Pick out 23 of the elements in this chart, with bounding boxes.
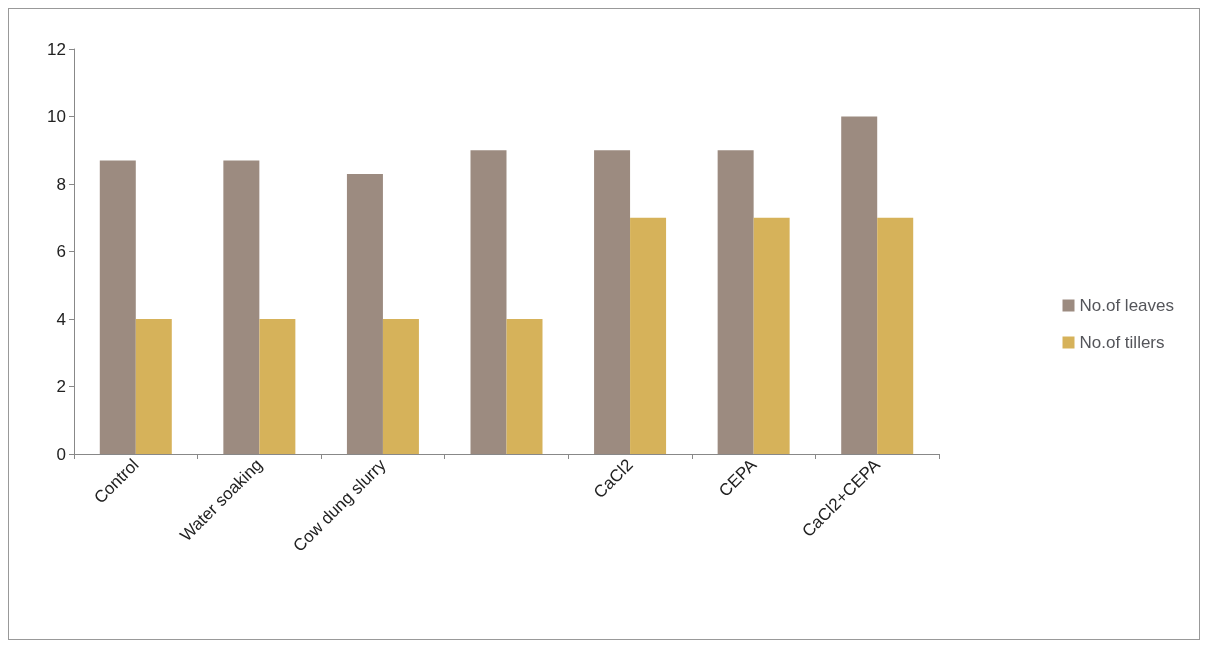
bar — [717, 150, 754, 454]
y-tick-label: 8 — [56, 174, 66, 194]
legend-label: No.of tillers — [1079, 333, 1165, 352]
bar — [346, 173, 383, 454]
bar — [753, 217, 790, 454]
y-tick-label: 10 — [47, 107, 66, 126]
y-tick-label: 0 — [56, 444, 66, 464]
bar — [506, 319, 543, 454]
y-tick-label: 4 — [56, 309, 66, 329]
bar — [135, 319, 172, 454]
bar — [382, 319, 419, 454]
y-tick-label: 2 — [56, 377, 66, 396]
bar — [470, 150, 507, 454]
y-tick-label: 12 — [47, 39, 66, 59]
bar — [841, 116, 878, 454]
bar — [594, 150, 631, 454]
legend-label: No.of leaves — [1079, 296, 1174, 315]
bar — [630, 217, 667, 454]
bar — [223, 160, 260, 454]
y-tick-label: 6 — [56, 242, 66, 261]
bar — [259, 319, 296, 454]
bar — [99, 160, 136, 454]
bar — [877, 217, 914, 454]
